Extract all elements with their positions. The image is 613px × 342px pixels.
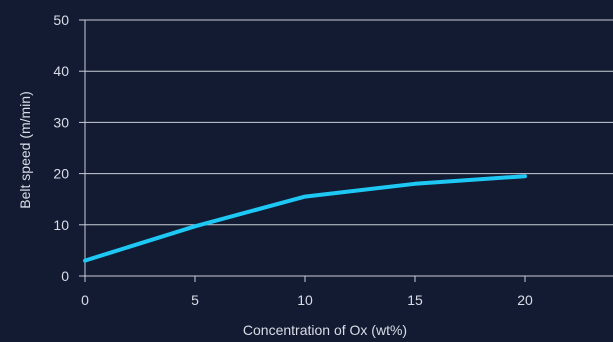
- y-tick-labels: 0 10 20 30 40 50: [53, 12, 69, 284]
- x-tick-labels: 0 5 10 15 20: [81, 292, 533, 308]
- y-tick-label-0: 0: [61, 268, 69, 284]
- y-tick-label-30: 30: [53, 114, 69, 130]
- x-tick-label-5: 5: [191, 292, 199, 308]
- x-axis-title: Concentration of Ox (wt%): [243, 322, 407, 338]
- x-tick-label-20: 20: [517, 292, 533, 308]
- x-tick-label-0: 0: [81, 292, 89, 308]
- x-tick-label-15: 15: [407, 292, 423, 308]
- series-group: [83, 174, 527, 263]
- x-tick-label-10: 10: [297, 292, 313, 308]
- gridlines: [85, 19, 613, 226]
- axes: [79, 19, 613, 282]
- y-tick-label-50: 50: [53, 12, 69, 28]
- y-tick-label-10: 10: [53, 217, 69, 233]
- y-tick-label-20: 20: [53, 166, 69, 182]
- y-axis-title: Belt speed (m/min): [17, 91, 33, 208]
- y-tick-label-40: 40: [53, 63, 69, 79]
